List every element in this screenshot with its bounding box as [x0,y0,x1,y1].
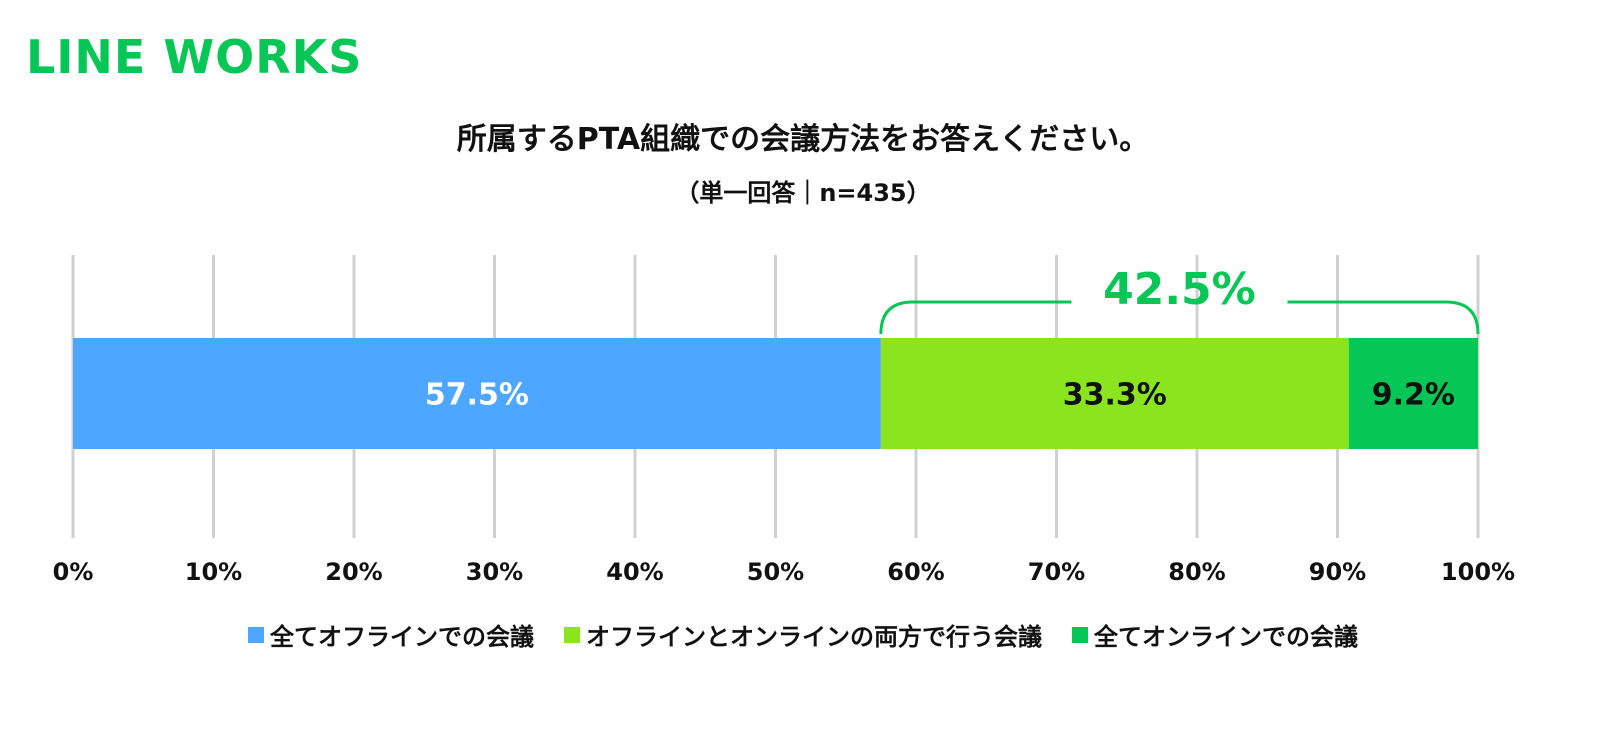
chart-legend: 全てオフラインでの会議 オフラインとオンラインの両方で行う会議 全てオンラインでの会… [0,617,1606,652]
bracket-total-label: 42.5% [1103,264,1256,315]
legend-swatch [1072,626,1088,643]
chart-title: 所属するPTA組織での会議方法をお答えください。 [456,122,1150,157]
legend-swatch [248,626,264,643]
x-tick-label: 0% [53,558,94,586]
x-tick-label: 60% [887,558,944,586]
x-tick-label: 10% [185,558,242,586]
line-works-logo: LINE WORKS [26,30,363,84]
bar-data-label-2: 9.2% [1372,378,1455,413]
bracket-line [879,300,1480,335]
legend-label: 全てオフラインでの会議 [270,623,534,651]
x-tick-label: 20% [325,558,382,586]
x-tick-label: 70% [1028,558,1085,586]
bar-segment-0 [73,338,881,449]
legend-item-1: オフラインとオンラインの両方で行う会議 [564,617,1042,652]
x-tick-label: 30% [466,558,523,586]
x-tick-label: 50% [747,558,804,586]
x-tick-label: 90% [1309,558,1366,586]
annotation-bracket: 42.5% [879,264,1480,335]
x-tick-label: 100% [1441,558,1515,586]
legend-label: 全てオンラインでの会議 [1094,623,1358,651]
x-tick-label: 40% [606,558,663,586]
bar-segments: 57.5% 33.3% 9.2% [73,338,1478,449]
legend-item-0: 全てオフラインでの会議 [248,617,534,652]
x-axis-ticks: 0% 10% 20% 30% 40% 50% 60% 70% 80% 90% 100% [53,558,1515,586]
chart-subtitle: （単一回答｜n=435） [675,179,931,207]
bar-segment-1 [880,338,1349,449]
x-tick-label: 80% [1168,558,1225,586]
bar-data-label-0: 57.5% [425,378,529,413]
legend-item-2: 全てオンラインでの会議 [1072,617,1358,652]
bar-data-label-1: 33.3% [1063,378,1167,413]
stacked-bar-chart: 57.5% 33.3% 9.2% 42.5% 0% 10% 20% 30% 40% 50% 60… [53,255,1515,586]
legend-swatch [564,626,580,643]
bar-segment-2 [1348,338,1478,449]
legend-label: オフラインとオンラインの両方で行う会議 [586,623,1042,651]
